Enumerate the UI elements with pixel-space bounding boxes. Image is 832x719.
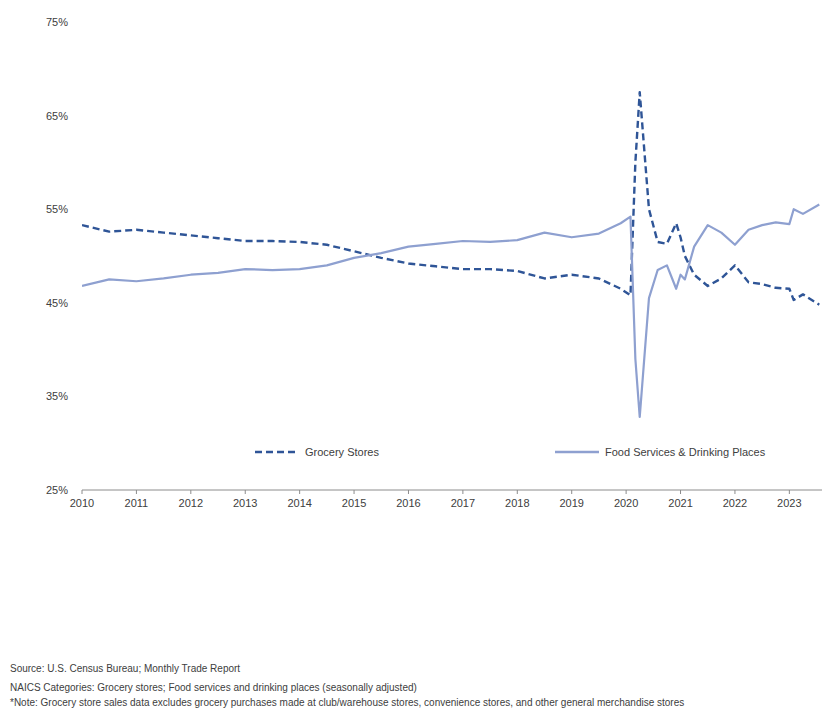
y-tick-label: 75% (46, 16, 68, 28)
x-tick-label: 2012 (179, 497, 203, 509)
x-tick (136, 490, 137, 494)
x-tick (734, 490, 735, 494)
x-tick (190, 490, 191, 494)
footnote: Source: U.S. Census Bureau; Monthly Trad… (10, 663, 240, 674)
y-tick-label: 25% (46, 484, 68, 496)
series-line (82, 92, 819, 304)
legend-label: Grocery Stores (305, 446, 379, 458)
legend-label: Food Services & Drinking Places (605, 446, 766, 458)
x-tick (354, 490, 355, 494)
x-tick-label: 2018 (505, 497, 529, 509)
y-tick-label: 45% (46, 297, 68, 309)
plot-area (82, 92, 819, 417)
chart: 25% 35% 45% 55% 65% 75% 2010 2011 2012 2013 2014 20… (0, 0, 832, 719)
x-tick (408, 490, 409, 494)
x-tick-label: 2017 (451, 497, 475, 509)
x-tick (462, 490, 463, 494)
x-tick-label: 2019 (559, 497, 583, 509)
x-tick-label: 2013 (233, 497, 257, 509)
x-tick (789, 490, 790, 494)
x-tick-label: 2015 (342, 497, 366, 509)
x-tick-label: 2020 (614, 497, 638, 509)
x-axis-line (82, 490, 822, 491)
x-tick (680, 490, 681, 494)
x-tick (245, 490, 246, 494)
x-tick-label: 2014 (287, 497, 311, 509)
x-tick-label: 2016 (396, 497, 420, 509)
footnote: *Note: Grocery store sales data excludes… (10, 697, 684, 708)
x-tick (517, 490, 518, 494)
series-line (82, 205, 819, 417)
legend-swatch (555, 451, 599, 453)
y-tick-label: 35% (46, 390, 68, 402)
x-tick (299, 490, 300, 494)
y-tick-label: 55% (46, 203, 68, 215)
x-tick-label: 2022 (723, 497, 747, 509)
x-tick (82, 490, 83, 494)
x-tick-label: 2011 (125, 497, 149, 509)
y-tick-label: 65% (46, 110, 68, 122)
x-tick (626, 490, 627, 494)
x-tick-label: 2010 (70, 497, 94, 509)
footnote: NAICS Categories: Grocery stores; Food s… (10, 682, 417, 693)
x-tick-label: 2021 (668, 497, 692, 509)
x-tick-label: 2023 (777, 497, 801, 509)
x-tick (571, 490, 572, 494)
legend-swatch (255, 451, 299, 453)
